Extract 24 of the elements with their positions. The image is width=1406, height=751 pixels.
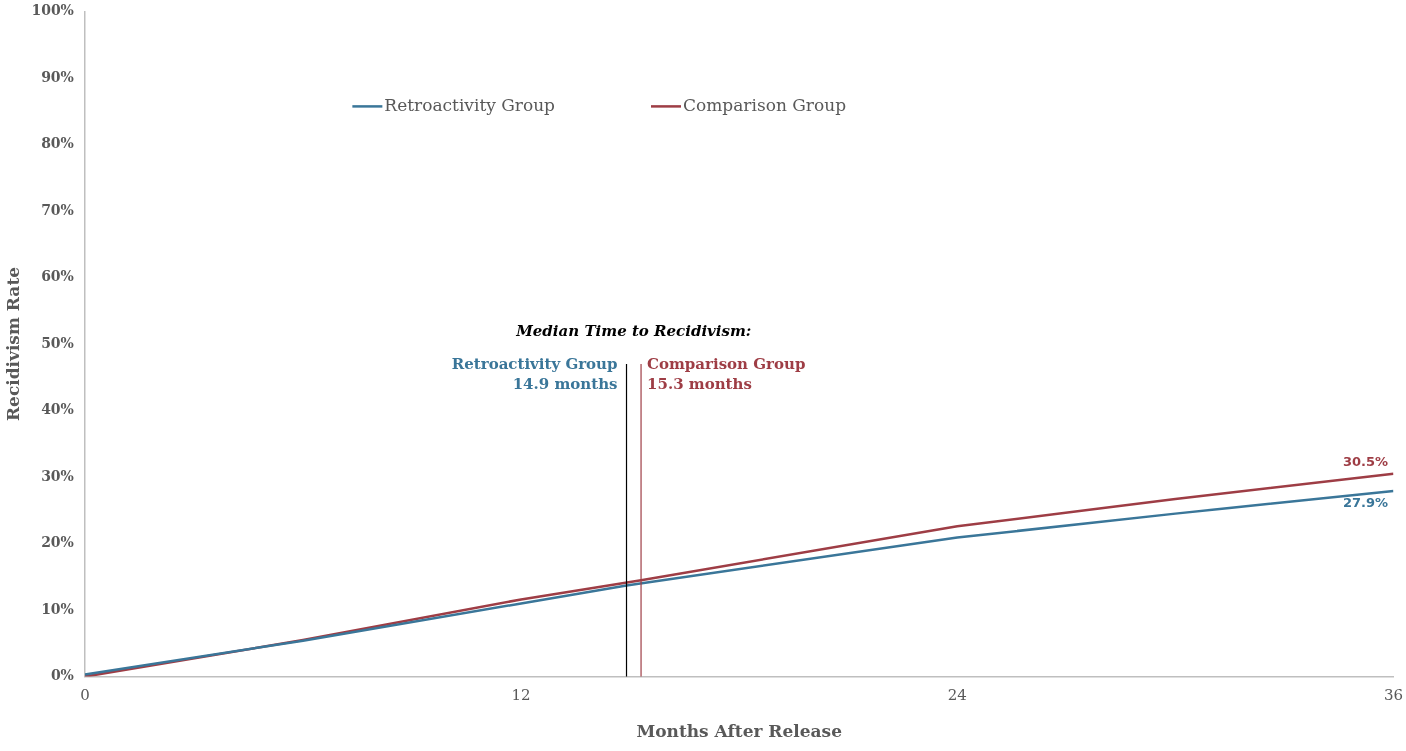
x-tick-label: 0 [80,686,90,705]
y-tick-label: 70% [41,201,74,218]
x-tick-label: 36 [1383,686,1403,705]
y-tick-label: 0% [50,667,74,684]
x-tick-label: 12 [511,686,531,705]
y-tick-label: 100% [31,2,74,19]
y-tick-label: 20% [41,534,74,551]
y-tick-label: 90% [41,68,74,85]
x-axis-title: Months After Release [636,721,843,742]
legend-label: Retroactivity Group [384,94,556,115]
ref-line-label: Retroactivity Group 14.9 months [451,355,618,394]
data-label: 27.9% [1342,494,1389,510]
y-tick-label: 40% [41,401,74,418]
x-tick-label: 24 [947,686,967,705]
annotation: Median Time to Recidivism: [515,322,752,341]
y-tick-label: 50% [41,334,74,351]
y-tick-label: 30% [41,467,74,484]
y-tick-label: 10% [41,600,74,617]
legend-label: Comparison Group [682,94,847,115]
y-tick-label: 60% [41,268,74,285]
ref-line-label: Comparison Group 15.3 months [647,355,806,394]
y-tick-label: 80% [41,135,74,152]
data-label: 30.5% [1342,453,1389,469]
y-axis-title: Recidivism Rate [2,266,23,422]
